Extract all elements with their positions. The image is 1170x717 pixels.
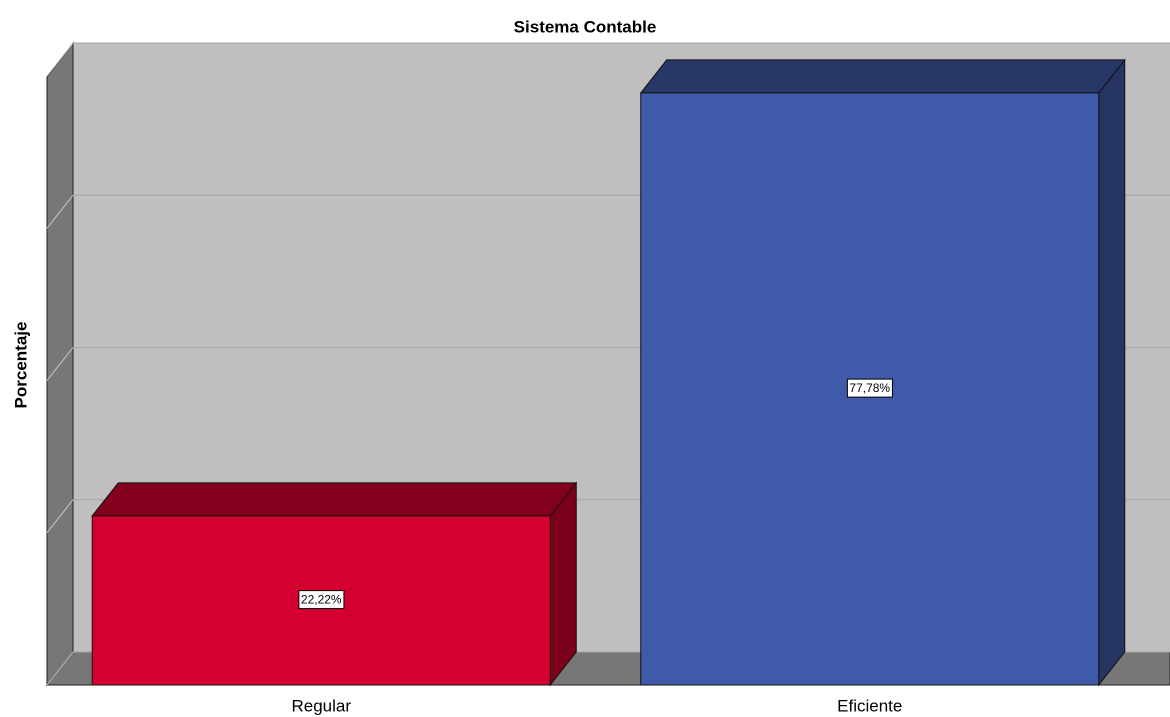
data-label-box	[298, 590, 345, 610]
data-label: 22,22%	[301, 593, 342, 607]
bar-side	[549, 481, 577, 687]
x-tick-label: Eficiente	[837, 696, 902, 715]
grid-line-side	[46, 194, 74, 229]
bar-group	[639, 58, 1126, 687]
bar-top	[91, 482, 578, 517]
bar-group	[91, 481, 578, 687]
bar-side	[1098, 58, 1126, 687]
grid-line-side	[46, 42, 74, 77]
grid-line-side	[46, 499, 74, 534]
bar-top	[639, 59, 1126, 94]
data-label: 77,78%	[849, 381, 890, 395]
data-label-box	[846, 378, 893, 398]
chart-title: Sistema Contable	[514, 17, 657, 36]
x-tick-label: Regular	[291, 696, 351, 715]
grid-line-side	[46, 347, 74, 381]
y-axis-label: Porcentaje	[11, 322, 30, 409]
grid-line-side	[46, 651, 74, 686]
